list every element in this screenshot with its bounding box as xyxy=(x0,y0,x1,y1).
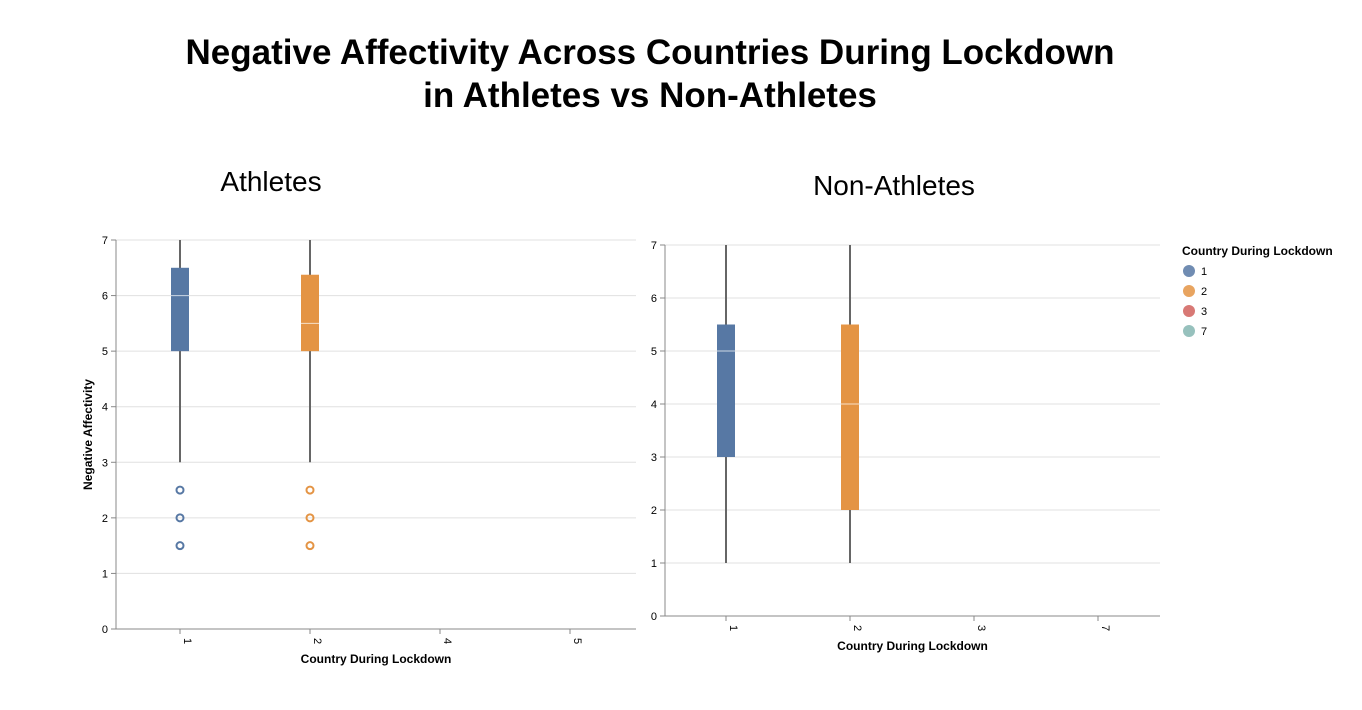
legend: Country During Lockdown 1 2 3 7 xyxy=(1182,244,1333,338)
legend-swatch xyxy=(1183,285,1195,297)
x-tick-label: 1 xyxy=(181,638,193,644)
y-tick-label: 7 xyxy=(102,235,108,247)
panel-title-athletes: Athletes xyxy=(220,166,322,197)
x-tick-label: 1 xyxy=(727,625,739,631)
outlier-point xyxy=(305,485,315,495)
athletes-panel: 0 1 2 3 4 5 6 7 1 2 4 5 Country During Lockdown Negat… xyxy=(81,235,636,666)
legend-label: 1 xyxy=(1201,266,1207,278)
y-tick-label: 7 xyxy=(651,240,657,252)
legend-title: Country During Lockdown xyxy=(1182,244,1333,258)
chart-title-line-2: in Athletes vs Non-Athletes xyxy=(423,76,877,115)
y-tick-label: 6 xyxy=(651,293,657,305)
outlier-point xyxy=(305,513,315,523)
y-tick-label: 3 xyxy=(102,457,108,469)
y-tick-label: 5 xyxy=(102,346,108,358)
x-tick-label: 4 xyxy=(441,638,453,644)
box-iqr xyxy=(301,274,319,352)
box-iqr xyxy=(841,324,859,510)
legend-swatch xyxy=(1183,265,1195,277)
legend-label: 2 xyxy=(1201,286,1207,298)
y-tick-label: 4 xyxy=(102,402,108,414)
legend-label: 3 xyxy=(1201,306,1207,318)
y-tick-label: 0 xyxy=(102,624,108,636)
y-tick-label: 0 xyxy=(651,611,657,623)
legend-swatch xyxy=(1183,325,1195,337)
outlier-point xyxy=(175,513,185,523)
non-athletes-panel: 0 1 2 3 4 5 6 7 1 2 3 7 Country During Lockdown xyxy=(651,240,1160,653)
x-tick-label: 2 xyxy=(311,638,323,644)
legend-label: 7 xyxy=(1201,326,1207,338)
y-tick-label: 3 xyxy=(651,452,657,464)
outlier-point xyxy=(305,541,315,551)
y-tick-label: 2 xyxy=(102,513,108,525)
y-tick-label: 6 xyxy=(102,291,108,303)
x-tick-label: 7 xyxy=(1099,625,1111,631)
outlier-point xyxy=(175,541,185,551)
x-axis-title: Country During Lockdown xyxy=(301,652,452,666)
y-tick-label: 1 xyxy=(102,568,108,580)
x-tick-label: 3 xyxy=(975,625,987,631)
box-iqr xyxy=(717,324,735,457)
x-axis-title: Country During Lockdown xyxy=(837,639,988,653)
x-tick-label: 2 xyxy=(851,625,863,631)
y-axis-title: Negative Affectivity xyxy=(81,379,95,490)
outlier-point xyxy=(175,485,185,495)
chart-title-line-1: Negative Affectivity Across Countries Du… xyxy=(185,33,1115,72)
panel-title-non-athletes: Non-Athletes xyxy=(813,170,975,201)
legend-swatch xyxy=(1183,305,1195,317)
box-iqr xyxy=(171,267,189,352)
y-tick-label: 1 xyxy=(651,558,657,570)
y-tick-label: 5 xyxy=(651,346,657,358)
y-tick-label: 2 xyxy=(651,505,657,517)
y-tick-label: 4 xyxy=(651,399,657,411)
x-tick-label: 5 xyxy=(571,638,583,644)
